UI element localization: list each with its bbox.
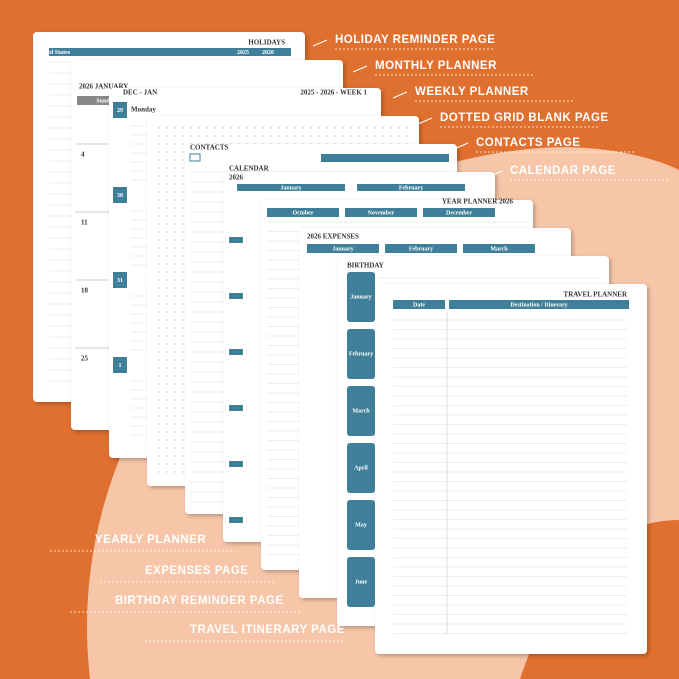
pointer: [453, 142, 469, 150]
page-title: DEC - JAN: [123, 89, 157, 97]
date: 1: [119, 363, 122, 369]
header-bar: [267, 208, 339, 217]
page-title: CONTACTS: [190, 144, 228, 152]
header-text: March: [490, 246, 508, 252]
header-bar: [229, 237, 243, 243]
header-text: January: [332, 246, 353, 252]
page-title: 2026 EXPENSES: [307, 233, 359, 241]
callout: CALENDAR PAGE: [510, 165, 616, 177]
header-text: Destination / Itinerary: [510, 302, 567, 308]
header-text: December: [446, 210, 472, 216]
week-label: 2025 - 2026 - WEEK 1: [300, 89, 367, 97]
header-bar: [229, 293, 243, 299]
header-bar: [321, 154, 449, 162]
callout: DOTTED GRID BLANK PAGE: [440, 112, 609, 124]
month-tab: [347, 272, 375, 322]
callout: CONTACTS PAGE: [476, 137, 580, 149]
header-bar: [393, 300, 445, 309]
date: 4: [81, 151, 85, 159]
mail-icon: [189, 153, 201, 162]
callout: YEARLY PLANNER: [95, 534, 206, 546]
header-text: February: [409, 246, 433, 252]
header-bar: [449, 300, 629, 309]
month: April: [354, 465, 368, 471]
date: 29: [117, 108, 123, 114]
pointer: [487, 170, 503, 178]
pointer: [352, 65, 368, 73]
header-bar: [49, 48, 291, 56]
month-tab: [347, 443, 375, 493]
page: TRAVEL PLANNER Date Destination / Itinerar…: [375, 284, 647, 654]
header-bar: [229, 461, 243, 467]
month: May: [355, 522, 367, 528]
page-sheet: [375, 284, 647, 654]
date-box: [113, 187, 127, 203]
header-text: Sunday: [96, 98, 115, 104]
page-title: BIRTHDAY: [347, 262, 384, 270]
date: 25: [81, 355, 89, 363]
page-title: HOLIDAYS: [248, 39, 285, 47]
header-bar: [77, 96, 135, 105]
month: March: [352, 408, 370, 414]
date-box: [113, 272, 127, 288]
pointer: [392, 91, 408, 99]
date: 18: [81, 287, 89, 295]
date-box: [113, 102, 127, 118]
header-text: January: [280, 185, 301, 191]
month: June: [355, 579, 368, 585]
header-text: February: [399, 185, 423, 191]
month-tab: [347, 329, 375, 379]
header-bar: [345, 208, 417, 217]
header-bar: [229, 349, 243, 355]
header-text: Date: [413, 302, 425, 308]
header-bar: [307, 244, 379, 253]
header-bar: [229, 517, 243, 523]
header-bar: [229, 405, 243, 411]
pointer: [312, 39, 328, 47]
date: 11: [81, 219, 88, 227]
page-title: YEAR PLANNER 2026: [442, 198, 514, 206]
date: 30: [117, 193, 123, 199]
month-tab: [347, 386, 375, 436]
country: United States: [36, 50, 71, 56]
month: January: [350, 294, 371, 300]
page-title: 2026 JANUARY: [79, 83, 128, 91]
page-title: CALENDAR: [229, 165, 270, 173]
date-box: [113, 357, 127, 373]
header-bar: [357, 184, 465, 191]
day: Monday: [131, 106, 156, 114]
header-bar: [237, 184, 345, 191]
header-text: October: [293, 210, 314, 216]
header-bar: [463, 244, 535, 253]
pointer: [417, 117, 433, 125]
year: 2026: [262, 50, 274, 56]
month-tab: [347, 500, 375, 550]
header-bar: [385, 244, 457, 253]
callout: BIRTHDAY REMINDER PAGE: [115, 595, 284, 607]
header-bar: [423, 208, 495, 217]
callout: WEEKLY PLANNER: [415, 86, 529, 98]
year: 2025: [237, 50, 249, 56]
callout: HOLIDAY REMINDER PAGE: [335, 34, 495, 46]
callout: TRAVEL ITINERARY PAGE: [190, 624, 345, 636]
callout: MONTHLY PLANNER: [375, 60, 497, 72]
pages: HOLIDAYS United States 2025 2026 2026 JANUAR…: [33, 32, 647, 654]
labels: HOLIDAY REMINDER PAGE MONTHLY PLANNER WEEK…: [50, 34, 670, 642]
callout: EXPENSES PAGE: [145, 565, 248, 577]
month: February: [349, 351, 373, 357]
year: 2026: [229, 174, 244, 182]
page-title: TRAVEL PLANNER: [564, 291, 628, 299]
header-text: November: [368, 210, 395, 216]
month-tab: [347, 557, 375, 607]
date: 31: [117, 278, 123, 284]
